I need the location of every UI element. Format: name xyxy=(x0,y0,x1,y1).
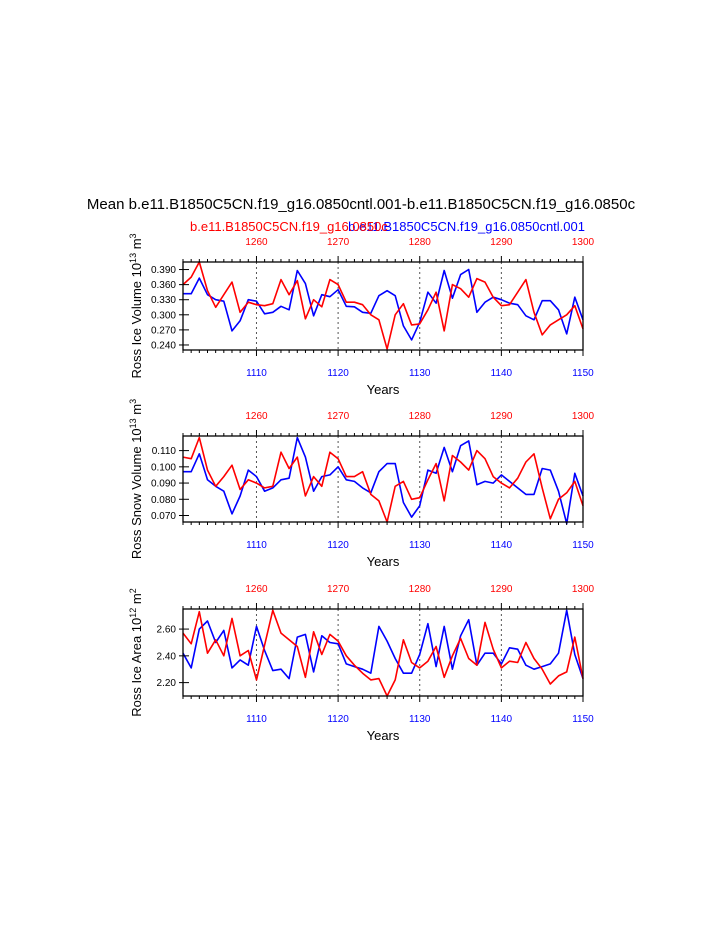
panel-1: 0.240 0.270 0.300 0.330 0.360 0.390 1110 1120 11… xyxy=(128,233,595,397)
chart-panels: 0.240 0.270 0.300 0.330 0.360 0.390 1110 1120 11… xyxy=(128,233,595,743)
panel-3: 2.20 2.40 2.60 1110 1120 1130 1140 1150 1260 1270… xyxy=(128,584,595,743)
y-axis-label: Ross Ice Volume 1013 m3 xyxy=(128,233,144,378)
y-axis-label: Ross Ice Area 1012 m2 xyxy=(128,588,144,716)
x-tick-label-top: 1300 xyxy=(572,237,595,248)
y-tick-label: 0.270 xyxy=(151,325,176,336)
x-tick-label-bottom: 1120 xyxy=(327,368,349,379)
x-tick-label-top: 1280 xyxy=(409,584,432,595)
y-tick-label: 0.240 xyxy=(151,340,176,351)
y-tick-label: 0.300 xyxy=(151,310,176,321)
x-tick-label-bottom: 1120 xyxy=(327,714,349,725)
y-tick-label: 0.070 xyxy=(151,511,176,522)
y-axis-label: Ross Snow Volume 1013 m3 xyxy=(128,399,144,559)
legend-label-red: b.e11.B1850C5CN.f19_g16.0850c xyxy=(190,219,388,234)
x-tick-label-bottom: 1140 xyxy=(491,368,513,379)
series-line-red xyxy=(182,609,584,697)
plot-frame xyxy=(182,435,584,523)
series-line-red xyxy=(182,261,584,350)
chart-title: Mean b.e11.B1850C5CN.f19_g16.0850cntl.00… xyxy=(87,196,636,213)
x-axis-label: Years xyxy=(367,728,400,743)
x-tick-label-bottom: 1110 xyxy=(246,540,267,551)
x-tick-label-top: 1300 xyxy=(572,584,595,595)
y-tick-label: 0.080 xyxy=(151,495,176,506)
x-tick-label-bottom: 1140 xyxy=(491,540,513,551)
y-tick-label: 2.60 xyxy=(157,625,177,636)
x-tick-label-top: 1270 xyxy=(327,411,350,422)
y-tick-label: 0.360 xyxy=(151,280,176,291)
x-axis-label: Years xyxy=(367,554,400,569)
x-tick-label-top: 1290 xyxy=(490,237,513,248)
x-tick-label-bottom: 1150 xyxy=(572,714,594,725)
y-tick-label: 0.390 xyxy=(151,265,176,276)
x-tick-label-top: 1290 xyxy=(490,411,513,422)
y-tick-label: 0.330 xyxy=(151,295,176,306)
x-tick-label-bottom: 1130 xyxy=(409,714,431,725)
series-line-red xyxy=(182,436,584,523)
panel-2: 0.070 0.080 0.090 0.100 0.110 1110 1120 1130 114… xyxy=(128,399,595,569)
plot-frame xyxy=(182,608,584,697)
x-axis-label: Years xyxy=(367,382,400,397)
x-tick-label-top: 1260 xyxy=(245,584,268,595)
x-tick-label-bottom: 1120 xyxy=(327,540,349,551)
y-tick-label: 2.20 xyxy=(157,678,177,689)
x-tick-label-bottom: 1130 xyxy=(409,540,431,551)
x-tick-label-bottom: 1150 xyxy=(572,540,594,551)
x-tick-label-top: 1300 xyxy=(572,411,595,422)
series-line-blue xyxy=(183,436,584,525)
y-tick-label: 0.100 xyxy=(151,462,176,473)
x-tick-label-bottom: 1130 xyxy=(409,368,431,379)
x-tick-label-top: 1270 xyxy=(327,237,350,248)
series-line-blue xyxy=(183,268,584,341)
series-line-blue xyxy=(182,609,584,680)
x-tick-label-bottom: 1110 xyxy=(246,368,267,379)
x-tick-label-bottom: 1150 xyxy=(572,368,594,379)
x-tick-label-bottom: 1140 xyxy=(491,714,513,725)
legend-label-blue: b.e11.B1850C5CN.f19_g16.0850cntl.001 xyxy=(348,219,585,234)
x-tick-label-top: 1260 xyxy=(245,237,268,248)
x-tick-label-top: 1290 xyxy=(490,584,513,595)
y-tick-label: 2.40 xyxy=(157,651,177,662)
plot-frame xyxy=(182,261,584,351)
x-tick-label-top: 1280 xyxy=(409,237,432,248)
y-tick-label: 0.090 xyxy=(151,479,176,490)
x-tick-label-top: 1260 xyxy=(245,411,268,422)
y-tick-label: 0.110 xyxy=(152,446,177,457)
x-tick-label-top: 1280 xyxy=(409,411,432,422)
x-tick-label-top: 1270 xyxy=(327,584,350,595)
x-tick-label-bottom: 1110 xyxy=(246,714,267,725)
